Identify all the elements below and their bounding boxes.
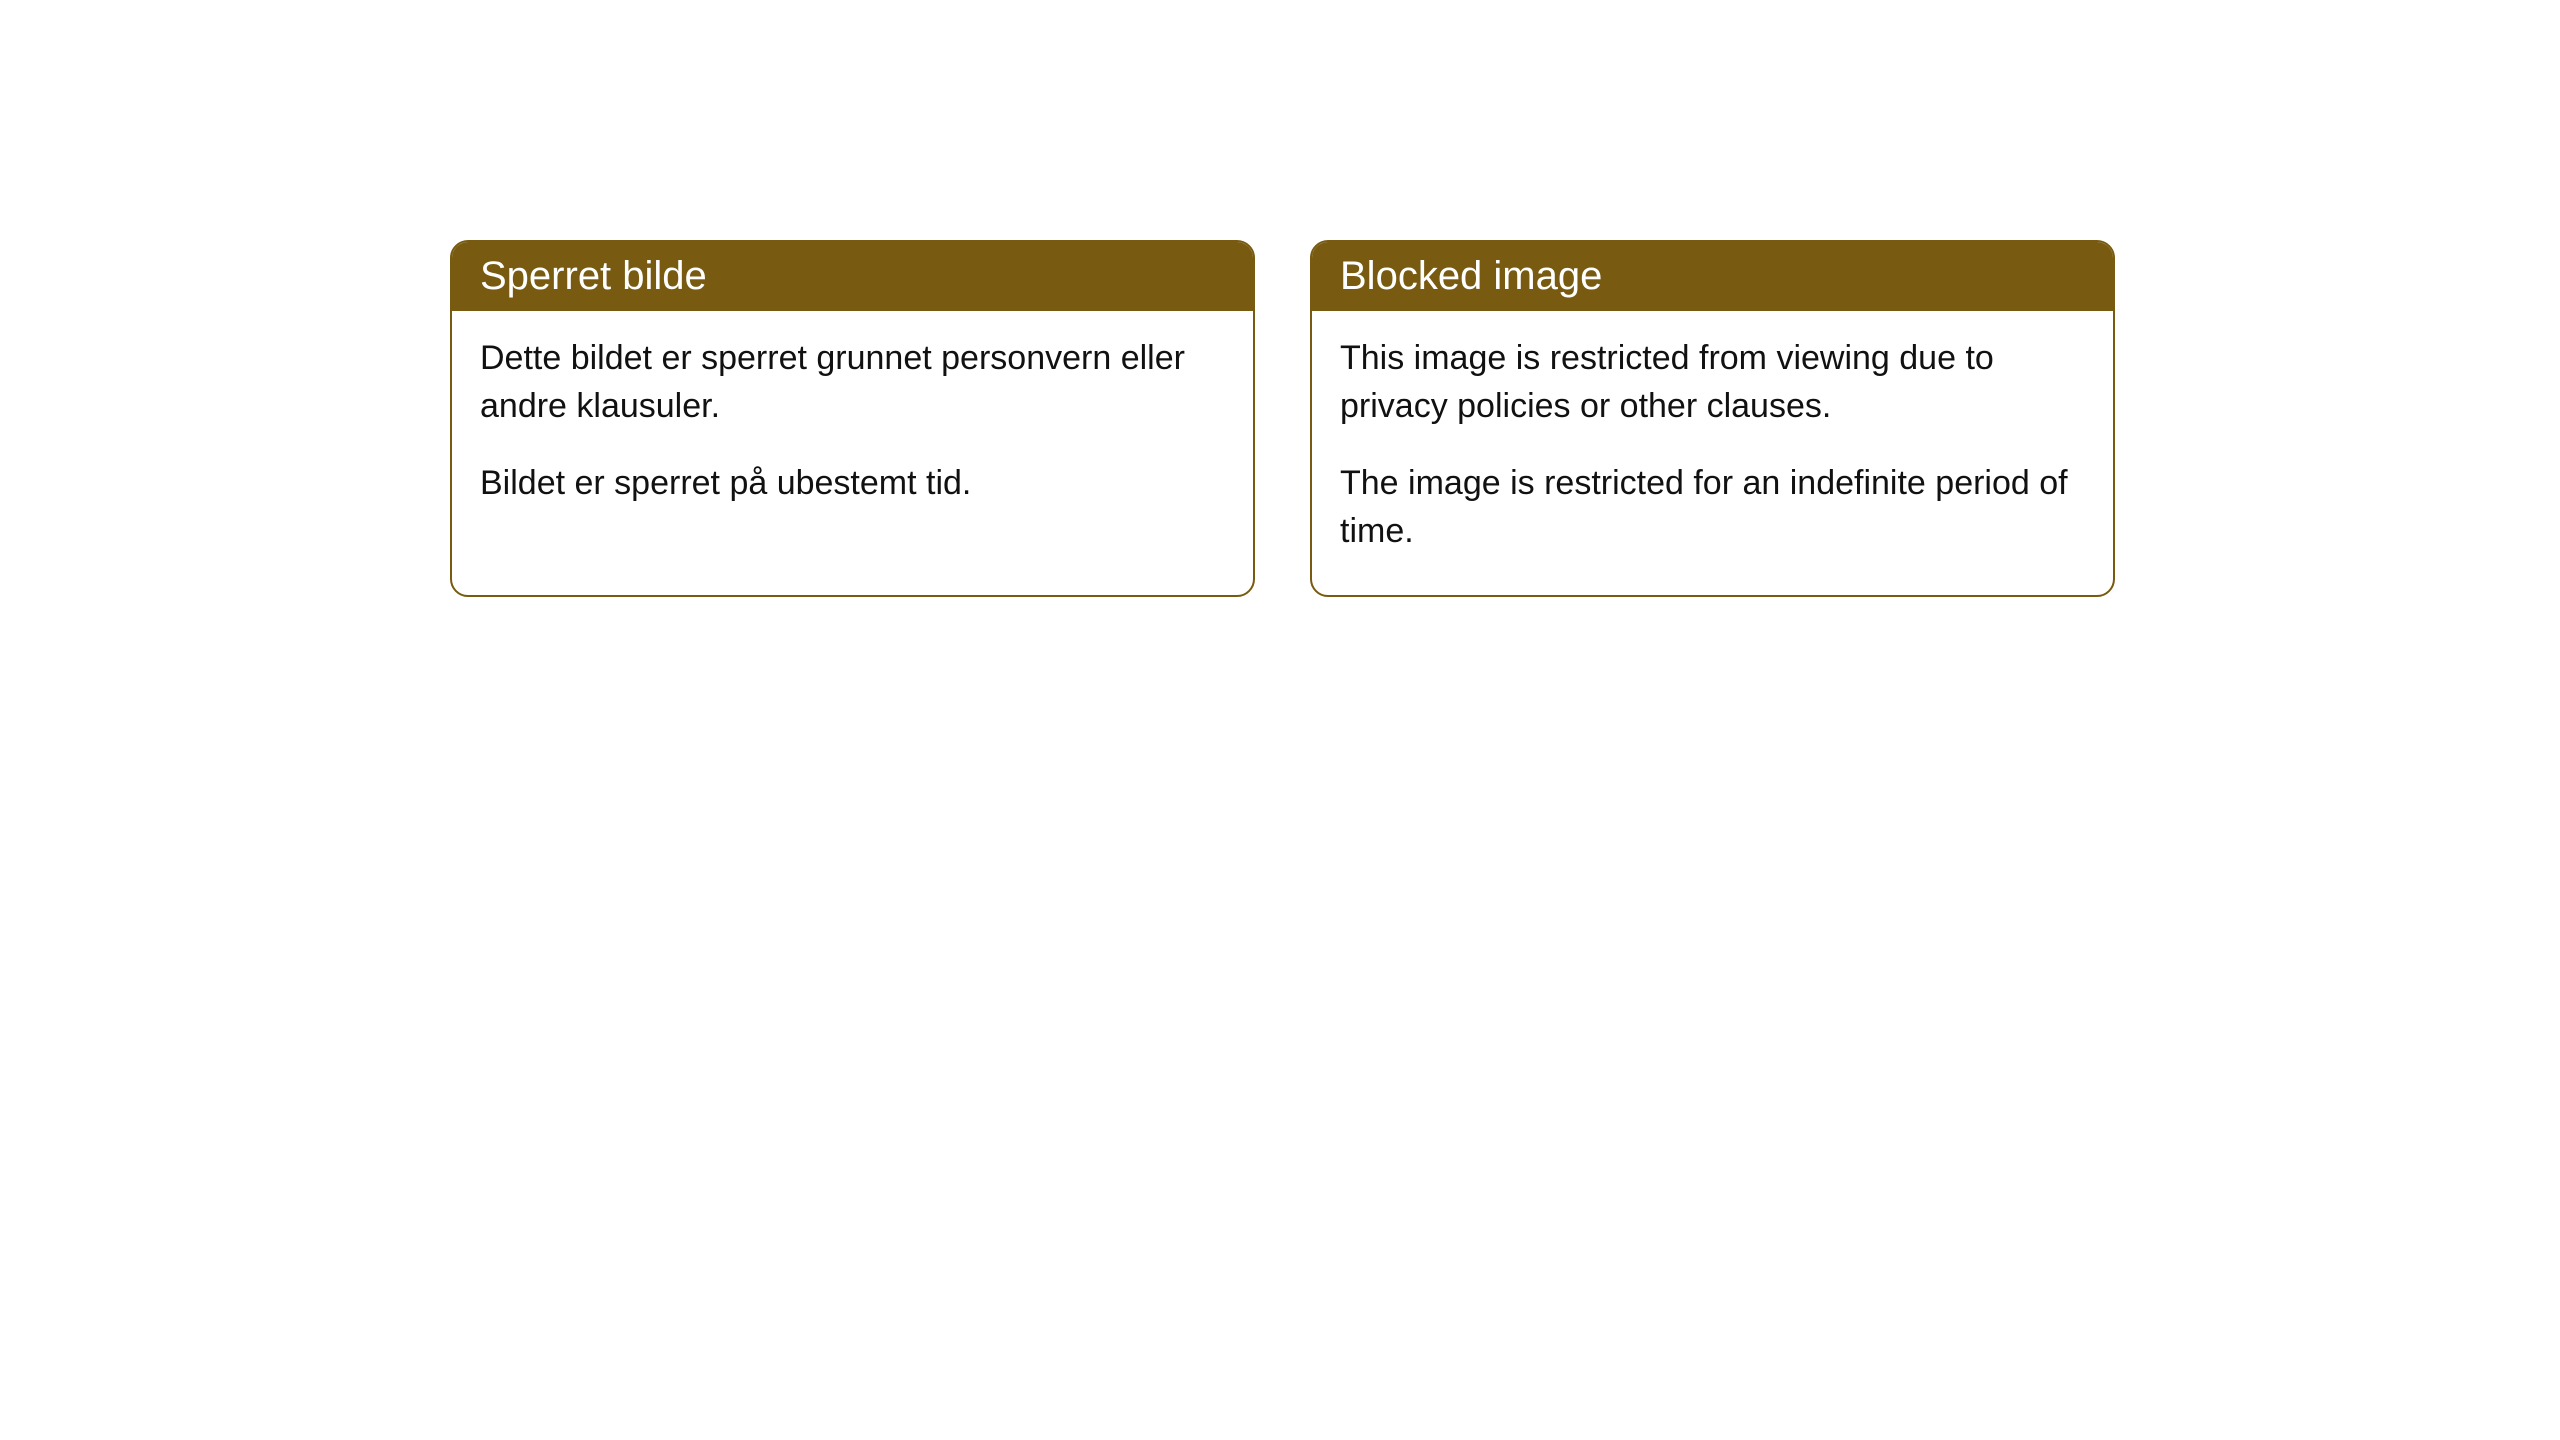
notice-card-english: Blocked image This image is restricted f… [1310,240,2115,597]
card-paragraph: The image is restricted for an indefinit… [1340,460,2085,555]
card-paragraph: Dette bildet er sperret grunnet personve… [480,335,1225,430]
notice-card-norwegian: Sperret bilde Dette bildet er sperret gr… [450,240,1255,597]
card-paragraph: Bildet er sperret på ubestemt tid. [480,460,1225,508]
card-paragraph: This image is restricted from viewing du… [1340,335,2085,430]
card-body: Dette bildet er sperret grunnet personve… [452,311,1253,548]
card-title: Sperret bilde [480,254,707,298]
card-body: This image is restricted from viewing du… [1312,311,2113,595]
card-header: Blocked image [1312,242,2113,311]
card-header: Sperret bilde [452,242,1253,311]
card-title: Blocked image [1340,254,1602,298]
notice-cards-container: Sperret bilde Dette bildet er sperret gr… [450,240,2115,597]
